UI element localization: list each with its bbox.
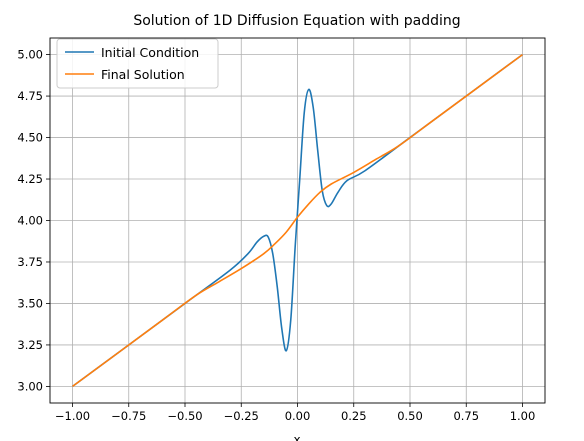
y-tick-label: 4.50 [17,131,43,145]
series-line-initial-condition [72,53,523,388]
series-lines [72,53,523,388]
x-tick-label: 0.25 [341,409,367,423]
x-tick-label: 1.00 [510,409,536,423]
x-tick-label: 0.50 [397,409,423,423]
chart-title: Solution of 1D Diffusion Equation with p… [133,13,460,29]
y-tick-label: 4.75 [17,89,43,103]
x-tick-label: −0.75 [111,409,146,423]
x-tick-label: −0.50 [167,409,202,423]
y-tick-label: 4.25 [17,172,43,186]
x-tick-label: −1.00 [55,409,90,423]
legend-label-final-solution: Final Solution [101,67,185,82]
y-tick-label: 5.00 [17,48,43,62]
legend-box [56,38,219,89]
y-tick-label: 3.75 [17,255,43,269]
x-tick-label: −0.25 [224,409,259,423]
series-line-final-solution [72,53,523,388]
y-tick-label: 3.50 [17,296,43,310]
legend-label-initial-condition: Initial Condition [101,45,199,60]
x-tick-label: 0.00 [285,409,311,423]
y-tick-label: 3.25 [17,338,43,352]
x-axis-label: x [293,433,300,441]
y-tick-label: 3.00 [17,379,43,393]
y-tick-label: 4.00 [17,214,43,228]
legend: Initial Condition Final Solution [56,38,219,89]
x-tick-label: 0.75 [453,409,479,423]
ticks: −1.00 −0.75 −0.50 −0.25 0.00 0.25 0.50 0.75 1.00… [17,48,535,423]
